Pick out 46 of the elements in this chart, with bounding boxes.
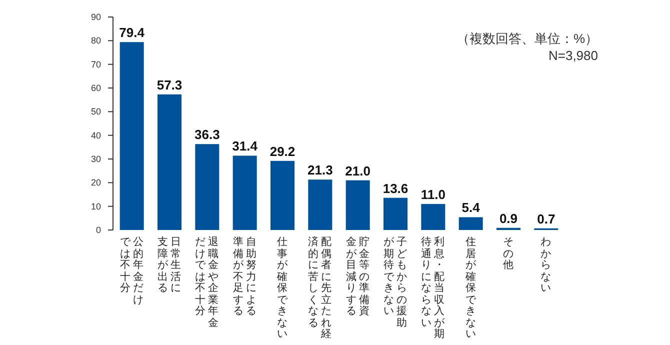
data-label: 36.3 (194, 127, 220, 142)
bar (308, 180, 332, 230)
category-label: 子どもからの援助が期待できない (384, 236, 408, 328)
y-tick-label: 50 (90, 106, 101, 117)
data-label: 29.2 (270, 144, 296, 159)
y-tick-label: 20 (90, 178, 101, 188)
category-label: 公的年金だけでは不十分 (120, 236, 144, 306)
y-tick-label: 90 (90, 12, 101, 22)
y-tick-label: 30 (90, 154, 101, 164)
bar (458, 217, 483, 230)
category-label: 日常生活に支障が出る (158, 236, 182, 294)
data-label: 79.4 (119, 25, 146, 40)
data-label: 11.0 (420, 186, 446, 202)
bar (384, 198, 408, 230)
data-label: 21.3 (308, 162, 333, 178)
y-tick-label: 0 (96, 225, 101, 235)
data-label: 0.7 (537, 211, 556, 226)
data-label: 21.0 (345, 163, 370, 178)
y-tick-label: 80 (90, 36, 101, 46)
category-label: 退職金や企業年金だけでは不十分 (195, 236, 220, 328)
category-label: 貯金等の準備資金が目減りする (346, 236, 370, 317)
annotation: N=3,980 (548, 48, 598, 63)
category-label: 自助努力による準備が不足する (232, 236, 257, 317)
y-tick-label: 40 (90, 130, 101, 140)
category-label: 利息・配当収入が期待通りにならない (421, 236, 446, 340)
bar (270, 160, 294, 230)
bar (158, 94, 182, 230)
x-tick-label: わからない (540, 236, 552, 296)
annotation: （複数回答、単位：%） (456, 30, 598, 48)
y-tick-label: 10 (90, 201, 101, 212)
category-label: 住居が確保できない (465, 236, 476, 340)
y-tick-label: 60 (90, 83, 101, 93)
bar (421, 204, 446, 230)
data-label: 0.9 (499, 210, 518, 226)
bar (346, 180, 370, 230)
y-tick-label: 70 (90, 59, 101, 70)
category-label: 配偶者に先立たれ経済的に苦しくなる (308, 236, 332, 340)
data-label: 5.4 (462, 200, 481, 216)
bar (195, 144, 220, 230)
category-label: 仕事が確保できない (277, 236, 288, 340)
bar (232, 156, 257, 230)
data-label: 31.4 (232, 138, 258, 154)
data-label: 13.6 (382, 180, 408, 196)
x-tick-label: その他 (503, 236, 514, 272)
data-label: 57.3 (156, 77, 182, 92)
bar (120, 42, 144, 230)
